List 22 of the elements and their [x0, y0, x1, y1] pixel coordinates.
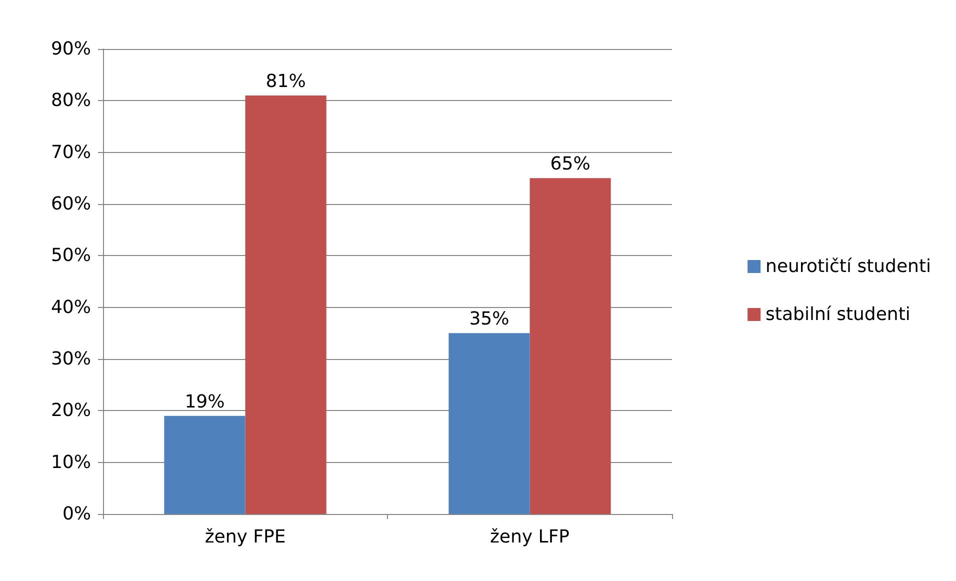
y-tick-label: 60%: [50, 194, 91, 214]
bar: [530, 178, 611, 514]
y-tick-label: 50%: [50, 245, 91, 266]
y-tick-label: 10%: [50, 452, 91, 473]
y-tick-label: 80%: [50, 90, 91, 112]
bar: [164, 416, 246, 514]
y-tick-label: 30%: [50, 348, 91, 370]
y-tick-label: 70%: [50, 142, 91, 163]
y-tick-label: 90%: [50, 38, 91, 60]
y-tick-label: 20%: [50, 400, 91, 422]
data-label: 65%: [550, 154, 590, 175]
x-tick-label: ženy LFP: [490, 526, 570, 548]
x-tick-label: ženy FPE: [204, 526, 286, 548]
bar: [448, 333, 530, 514]
y-tick-label: 40%: [50, 296, 91, 318]
bar: [245, 96, 326, 514]
legend-label: neurotičtí studenti: [766, 256, 932, 277]
legend-label: stabilní studenti: [766, 304, 910, 325]
data-label: 81%: [266, 71, 306, 92]
y-tick-label: 0%: [62, 504, 91, 524]
data-label: 19%: [184, 391, 225, 412]
data-label: 35%: [469, 308, 510, 330]
